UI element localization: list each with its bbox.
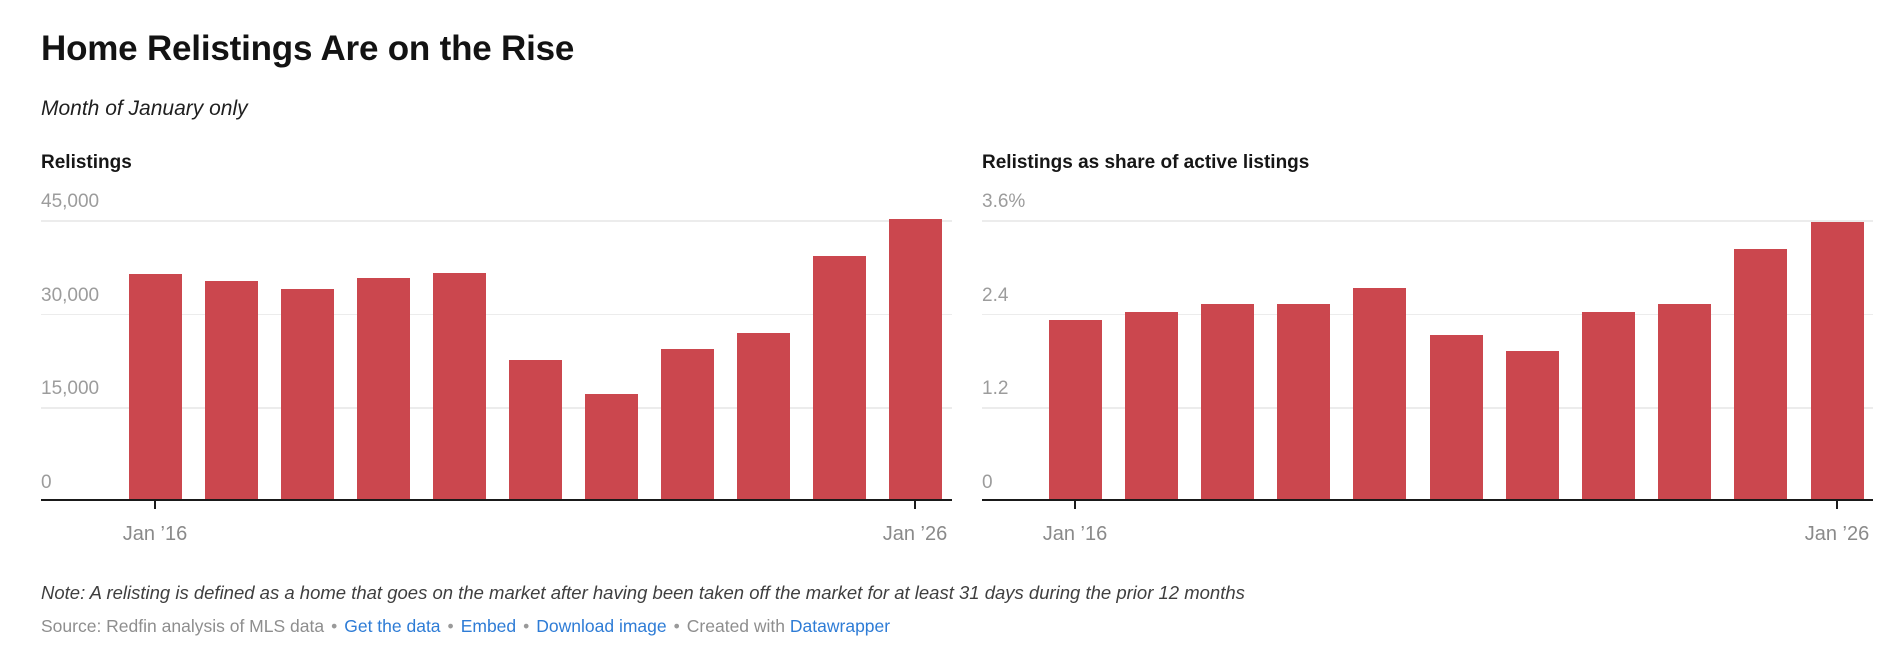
x-axis-tick <box>154 501 156 510</box>
gridline <box>982 313 1873 316</box>
bar-jan-2026[interactable] <box>888 219 942 500</box>
y-axis-tick-label: 1.2 <box>982 378 1009 400</box>
gridline <box>41 313 952 316</box>
bar-jan-2022[interactable] <box>1505 350 1559 500</box>
x-axis-label: Jan ’16 <box>122 523 188 546</box>
datawrapper-link[interactable]: Datawrapper <box>789 616 891 637</box>
right-chart-plot-area: 3.6% 2.4 1.2 0 <box>982 192 1873 502</box>
page-subtitle: Month of January only <box>41 97 248 121</box>
bar-jan-2023[interactable] <box>1581 311 1635 500</box>
y-axis-tick-label: 0 <box>41 472 52 494</box>
y-axis-tick-label: 15,000 <box>41 378 100 400</box>
chart-title-right: Relistings as share of active listings <box>982 152 1310 174</box>
bar-jan-2025[interactable] <box>1734 249 1788 500</box>
source-line: Source: Redfin analysis of MLS data • Get … <box>41 615 1873 637</box>
bar-jan-2019[interactable] <box>356 278 410 500</box>
created-with-text: Created with <box>686 616 786 637</box>
x-axis-label: Jan ’26 <box>1804 523 1870 546</box>
bar-jan-2017[interactable] <box>1124 311 1178 500</box>
separator-dot: • <box>331 616 338 637</box>
bar-jan-2020[interactable] <box>432 273 486 500</box>
charts-row: Relistings 45,000 30,000 15,000 0 Jan ’16 Ja… <box>41 150 1873 551</box>
bar-jan-2024[interactable] <box>1658 303 1712 500</box>
download-image-link[interactable]: Download image <box>536 616 667 637</box>
bar-jan-2021[interactable] <box>1429 335 1483 500</box>
y-axis-tick-label: 0 <box>982 472 993 494</box>
chart-title-left: Relistings <box>41 152 132 174</box>
x-axis-tick <box>1074 501 1076 510</box>
y-axis-tick-label: 30,000 <box>41 284 100 306</box>
right-chart-x-axis: Jan ’16 Jan ’26 <box>982 501 1873 551</box>
bar-jan-2020[interactable] <box>1353 288 1407 500</box>
embed-link[interactable]: Embed <box>460 616 517 637</box>
bar-jan-2018[interactable] <box>280 289 334 500</box>
y-axis-tick-label: 2.4 <box>982 284 1009 306</box>
chart-footer: Note: A relisting is defined as a home t… <box>41 581 1873 637</box>
left-chart-x-axis: Jan ’16 Jan ’26 <box>41 501 952 551</box>
gridline <box>41 220 952 222</box>
x-axis-label: Jan ’16 <box>1042 523 1108 546</box>
separator-dot: • <box>447 616 454 637</box>
page-title: Home Relistings Are on the Rise <box>41 29 575 68</box>
y-axis-tick-label: 3.6% <box>982 191 1026 213</box>
bar-jan-2026[interactable] <box>1810 222 1864 500</box>
bar-jan-2025[interactable] <box>812 256 866 500</box>
bar-jan-2017[interactable] <box>204 281 258 500</box>
left-chart-plot-area: 45,000 30,000 15,000 0 <box>41 192 952 502</box>
gridline <box>982 407 1873 409</box>
get-the-data-link[interactable]: Get the data <box>344 616 441 637</box>
gridline <box>41 407 952 409</box>
bar-jan-2018[interactable] <box>1200 303 1254 500</box>
bar-jan-2019[interactable] <box>1277 303 1331 500</box>
bar-jan-2022[interactable] <box>584 394 638 500</box>
bar-jan-2024[interactable] <box>736 333 790 500</box>
x-axis-tick <box>1836 501 1838 510</box>
chart-header: Home Relistings Are on the Rise Month of… <box>41 0 1873 121</box>
relistings-share-chart: Relistings as share of active listings 3… <box>982 150 1873 551</box>
y-axis-tick-label: 45,000 <box>41 191 100 213</box>
source-label: Source: Redfin analysis of MLS data <box>41 616 325 637</box>
separator-dot: • <box>523 616 530 637</box>
x-axis-tick <box>914 501 916 510</box>
bar-jan-2021[interactable] <box>508 360 562 500</box>
note-text: Note: A relisting is defined as a home t… <box>41 582 1245 604</box>
bar-jan-2016[interactable] <box>1048 319 1102 500</box>
gridline <box>982 220 1873 222</box>
bar-jan-2016[interactable] <box>128 274 182 500</box>
relistings-chart: Relistings 45,000 30,000 15,000 0 Jan ’16 Ja… <box>41 150 952 551</box>
separator-dot: • <box>673 616 680 637</box>
x-axis-label: Jan ’26 <box>882 523 948 546</box>
bar-jan-2023[interactable] <box>660 348 714 500</box>
